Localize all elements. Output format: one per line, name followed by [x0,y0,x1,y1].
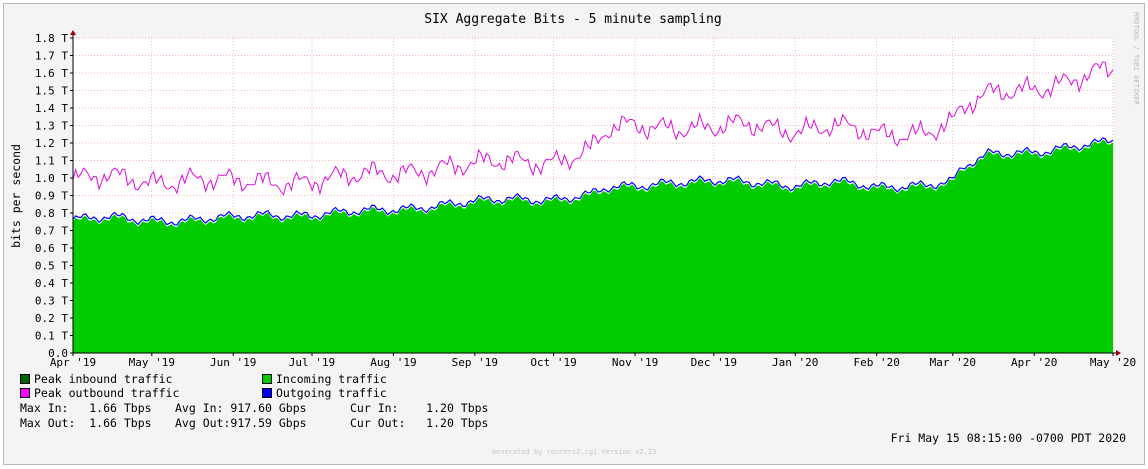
axes [70,30,1121,356]
legend-label: Outgoing traffic [276,386,387,400]
y-tick-label: 1.3 T [35,120,68,133]
x-tick-label: Apr '20 [1011,356,1057,369]
x-tick-label: Feb '20 [853,356,899,369]
y-tick-label: 0.9 T [35,190,68,203]
stat-value: 1.66 Tbps [89,401,152,415]
outgoing-traffic-line [72,137,1114,226]
y-tick-label: 0.3 T [35,295,68,308]
y-tick-label: 0.7 T [35,225,68,238]
legend-item-peak-outbound: Peak outbound traffic [20,386,179,401]
y-tick-label: 1.7 T [35,50,68,63]
chart-title: SIX Aggregate Bits - 5 minute sampling [424,12,721,27]
y-tick-label: 0.0 [48,347,68,360]
y-axis-label: bits per second [9,144,23,248]
stat-label: Max Out: [20,416,76,430]
x-tick-label: Sep '19 [452,356,498,369]
stat-cur-in: Cur In: 1.20 Tbps [350,401,488,416]
stat-label: Avg Out: [175,416,231,430]
y-tick-label: 0.4 T [35,277,68,290]
stat-label: Cur In: [350,401,399,415]
x-tick-label: Jul '19 [289,356,335,369]
legend-swatch-icon [262,374,272,384]
tick-labels: 0.0 0.1 T 0.2 T 0.3 T 0.4 T 0.5 T 0.6 T 0.7 T 0.… [35,32,1136,369]
legend-swatch-icon [20,374,30,384]
x-tick-label: Nov '19 [612,356,658,369]
timestamp: Fri May 15 08:15:00 -0700 PDT 2020 [890,431,1126,445]
x-tick-label: Aug '19 [370,356,416,369]
series-layer [72,61,1114,353]
stat-avg-out: Avg Out:917.59 Gbps [175,416,307,431]
y-tick-label: 1.5 T [35,85,68,98]
y-tick-label: 0.2 T [35,312,68,325]
stat-label: Cur Out: [350,416,406,430]
stat-label: Avg In: [175,401,224,415]
y-tick-label: 1.2 T [35,137,68,150]
y-tick-label: 1.8 T [35,32,68,45]
x-tick-label: Oct '19 [530,356,576,369]
legend-item-peak-inbound: Peak inbound traffic [20,372,172,387]
y-tick-label: 1.6 T [35,67,68,80]
stat-value: 1.20 Tbps [426,416,489,430]
x-tick-label: May '19 [129,356,175,369]
legend-label: Peak inbound traffic [34,372,173,386]
y-tick-label: 0.1 T [35,330,68,343]
legend-label: Incoming traffic [276,372,387,386]
y-tick-label: 1.0 T [35,172,68,185]
peak-outbound-line [72,61,1114,196]
stat-value: 1.66 Tbps [89,416,152,430]
legend-swatch-icon [262,388,272,398]
y-tick-label: 1.4 T [35,102,68,115]
x-tick-label: Dec '19 [691,356,737,369]
y-tick-label: 0.5 T [35,260,68,273]
stat-avg-in: Avg In: 917.60 Gbps [175,401,307,416]
x-axis-arrow-icon [1116,350,1121,356]
stat-value: 917.60 Gbps [230,401,307,415]
stat-label: Max In: [20,401,69,415]
legend-label: Peak outbound traffic [34,386,180,400]
y-tick-label: 1.1 T [35,155,68,168]
x-tick-label: Apr '19 [50,356,96,369]
stat-max-out: Max Out: 1.66 Tbps [20,416,152,431]
x-tick-label: Jun '19 [210,356,256,369]
incoming-traffic-area [73,139,1113,353]
x-tick-label: May '20 [1090,356,1136,369]
x-tick-label: Jan '20 [772,356,818,369]
stat-max-in: Max In: 1.66 Tbps [20,401,152,416]
y-axis-arrow-icon [70,30,76,35]
peak-inbound-line [72,61,1114,196]
x-tick-label: Mar '20 [930,356,976,369]
y-tick-label: 0.6 T [35,242,68,255]
stat-value: 917.59 Gbps [230,416,307,430]
legend-swatch-icon [20,388,30,398]
legend-item-outgoing: Outgoing traffic [262,386,387,401]
stat-value: 1.20 Tbps [426,401,489,415]
watermark: RRDTOOL / TOBI OETIKER [1132,12,1140,105]
y-tick-label: 0.8 T [35,207,68,220]
stat-cur-out: Cur Out: 1.20 Tbps [350,416,488,431]
legend-item-incoming: Incoming traffic [262,372,387,387]
generator-note: Generated by routers2.cgi Version v2.23 [491,448,657,456]
